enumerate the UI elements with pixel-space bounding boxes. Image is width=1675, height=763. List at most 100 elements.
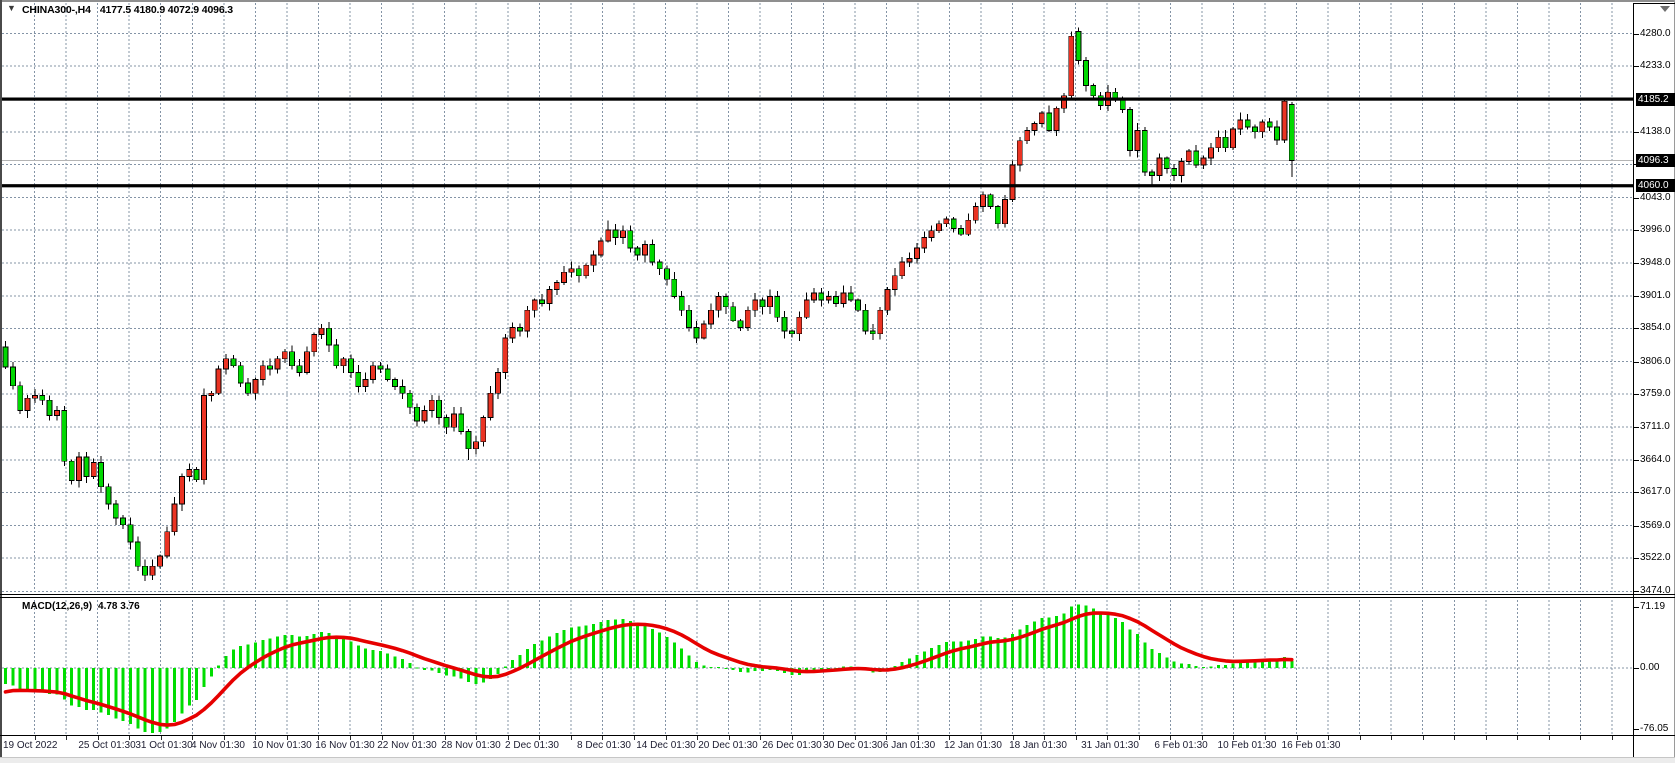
price-tick-mark [1633,459,1639,461]
window-bottom-strip [0,757,1675,763]
macd-values: 4.78 3.76 [98,601,140,612]
window-left-border [0,0,2,763]
time-tick-label: 10 Nov 01:30 [252,740,312,751]
time-tick-mark [1328,736,1330,740]
time-tick-label: 10 Feb 01:30 [1217,740,1277,751]
time-tick-mark [160,736,162,740]
time-tick-label: 20 Dec 01:30 [698,740,758,751]
price-tick-label: 3617.0 [1640,486,1671,498]
time-tick-mark [507,736,509,740]
price-tick-label: 3711.0 [1640,421,1670,433]
price-tick-mark [1633,328,1639,330]
time-tick-mark [1044,736,1046,740]
price-tick-label: 3474.0 [1640,585,1671,597]
time-tick-mark [192,736,194,740]
price-box: 4060.0 [1636,179,1675,193]
window-top-border [0,0,1675,2]
pane-separator-line[interactable] [0,597,1675,598]
time-tick-mark [381,736,383,740]
time-tick-mark [791,736,793,740]
scroll-to-end-icon[interactable] [1660,6,1670,12]
time-tick-mark [1201,736,1203,740]
time-tick-mark [854,736,856,740]
time-tick-label: 18 Jan 01:30 [1009,740,1067,751]
chart-dropdown-icon[interactable]: ▼ [7,3,16,13]
time-tick-label: 6 Feb 01:30 [1154,740,1208,751]
time-tick-mark [1391,736,1393,740]
price-tick-mark [1633,230,1639,232]
time-tick-mark [286,736,288,740]
time-tick-mark [633,736,635,740]
price-axis-top-frame [1633,3,1675,4]
main-chart-canvas[interactable] [0,0,1675,594]
time-tick-mark [318,736,320,740]
time-tick-mark [602,736,604,740]
time-tick-mark [886,736,888,740]
price-tick-mark [1633,33,1639,35]
price-tick-label: 3854.0 [1640,322,1671,334]
macd-tick-label: 71.19 [1640,601,1666,612]
time-tick-label: 19 Oct 2022 [3,740,58,751]
price-tick-label: 3522.0 [1640,552,1671,564]
price-tick-label: 3569.0 [1640,519,1671,531]
time-tick-mark [1454,736,1456,740]
price-tick-mark [1633,558,1639,560]
price-tick-label: 3806.0 [1640,355,1671,367]
time-tick-label: 14 Dec 01:30 [636,740,696,751]
macd-pane-canvas[interactable] [0,599,1675,735]
price-tick-mark [1633,263,1639,265]
time-tick-mark [1264,736,1266,740]
time-tick-mark [917,736,919,740]
time-tick-label: 12 Jan 01:30 [944,740,1002,751]
price-tick-label: 3996.0 [1640,224,1671,236]
price-tick-mark [1633,591,1639,593]
macd-name: MACD(12,26,9) [22,601,93,612]
price-tick-label: 3948.0 [1640,257,1671,269]
time-tick-mark [1170,736,1172,740]
time-tick-mark [1485,736,1487,740]
time-tick-mark [444,736,446,740]
time-tick-mark [1548,736,1550,740]
time-tick-mark [728,736,730,740]
time-tick-mark [539,736,541,740]
price-tick-mark [1633,394,1639,396]
price-box: 4185.2 [1636,92,1675,106]
time-tick-mark [949,736,951,740]
time-tick-label: 16 Feb 01:30 [1281,740,1341,751]
symbol-period-label: CHINA300-,H4 [22,4,91,16]
time-tick-mark [1107,736,1109,740]
time-tick-mark [760,736,762,740]
time-tick-mark [129,736,131,740]
time-tick-mark [476,736,478,740]
time-tick-label: 31 Jan 01:30 [1081,740,1139,751]
price-tick-mark [1633,131,1639,133]
price-tick-mark [1633,295,1639,297]
time-tick-mark [697,736,699,740]
time-tick-label: 30 Dec 01:30 [823,740,883,751]
time-tick-label: 31 Oct 01:30 [135,740,193,751]
time-tick-label: 8 Dec 01:30 [577,740,631,751]
time-tick-mark [1422,736,1424,740]
time-tick-mark [1580,736,1582,740]
time-tick-label: 28 Nov 01:30 [441,740,501,751]
time-tick-mark [1233,736,1235,740]
macd-tick-label: -76.05 [1640,723,1669,734]
macd-tick-mark [1633,607,1639,608]
time-tick-mark [1075,736,1077,740]
price-tick-mark [1633,197,1639,199]
price-tick-mark [1633,525,1639,527]
time-tick-label: 2 Dec 01:30 [505,740,559,751]
time-tick-mark [1612,736,1613,740]
time-tick-mark [981,736,982,740]
price-axis-line [1633,3,1634,757]
time-tick-label: 25 Oct 01:30 [78,740,136,751]
price-tick-label: 4043.0 [1640,191,1671,203]
macd-tick-mark [1633,668,1639,669]
price-tick-mark [1633,361,1639,363]
time-tick-mark [570,736,572,740]
price-tick-mark [1633,427,1639,429]
ohlc-readout: 4177.5 4180.9 4072.9 4096.3 [99,4,233,16]
pane-separator-line[interactable] [0,594,1675,595]
macd-indicator-label: MACD(12,26,9) 4.78 3.76 [22,601,140,612]
